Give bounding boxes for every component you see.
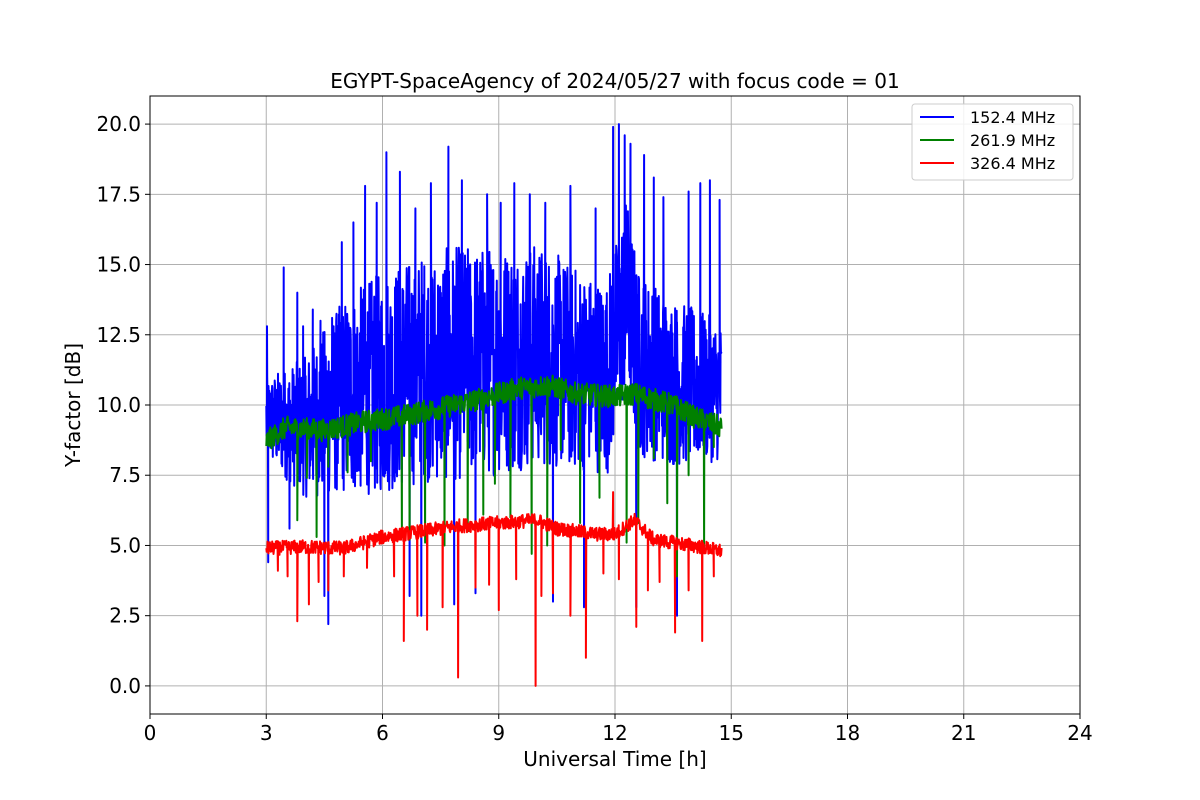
x-axis-label: Universal Time [h] <box>523 747 706 771</box>
x-tick-label: 12 <box>602 721 627 745</box>
x-tick-label: 21 <box>951 721 976 745</box>
legend: 152.4 MHz 261.9 MHz 326.4 MHz <box>911 103 1074 181</box>
y-tick-label: 10.0 <box>96 393 141 417</box>
legend-box <box>911 103 1074 181</box>
y-tick-label: 5.0 <box>109 533 141 557</box>
x-tick-label: 9 <box>492 721 505 745</box>
legend-label: 152.4 MHz <box>970 108 1055 127</box>
chart-title: EGYPT-SpaceAgency of 2024/05/27 with foc… <box>330 69 899 93</box>
y-tick-label: 17.5 <box>96 182 141 206</box>
series-line-3 <box>265 491 723 687</box>
series-line-2 <box>265 374 723 578</box>
x-tick-label: 3 <box>260 721 273 745</box>
y-axis-label: Y-factor [dB] <box>61 343 85 468</box>
y-tick-label: 15.0 <box>96 253 141 277</box>
x-tick-label: 6 <box>376 721 389 745</box>
y-tick-label: 0.0 <box>109 674 141 698</box>
x-tick-label: 18 <box>835 721 860 745</box>
x-tick-label: 15 <box>719 721 744 745</box>
legend-label: 326.4 MHz <box>970 154 1055 173</box>
x-tick-label: 0 <box>144 721 157 745</box>
x-tick-label: 24 <box>1067 721 1092 745</box>
y-tick-label: 12.5 <box>96 323 141 347</box>
y-tick-label: 2.5 <box>109 604 141 628</box>
axes: 0 3 6 9 12 15 18 21 24 0.0 2.5 5.0 7.5 10.0 12.5 15.0 17… <box>96 112 1092 745</box>
y-tick-label: 7.5 <box>109 463 141 487</box>
y-tick-label: 20.0 <box>96 112 141 136</box>
legend-label: 261.9 MHz <box>970 131 1055 150</box>
plot-series <box>265 123 723 687</box>
